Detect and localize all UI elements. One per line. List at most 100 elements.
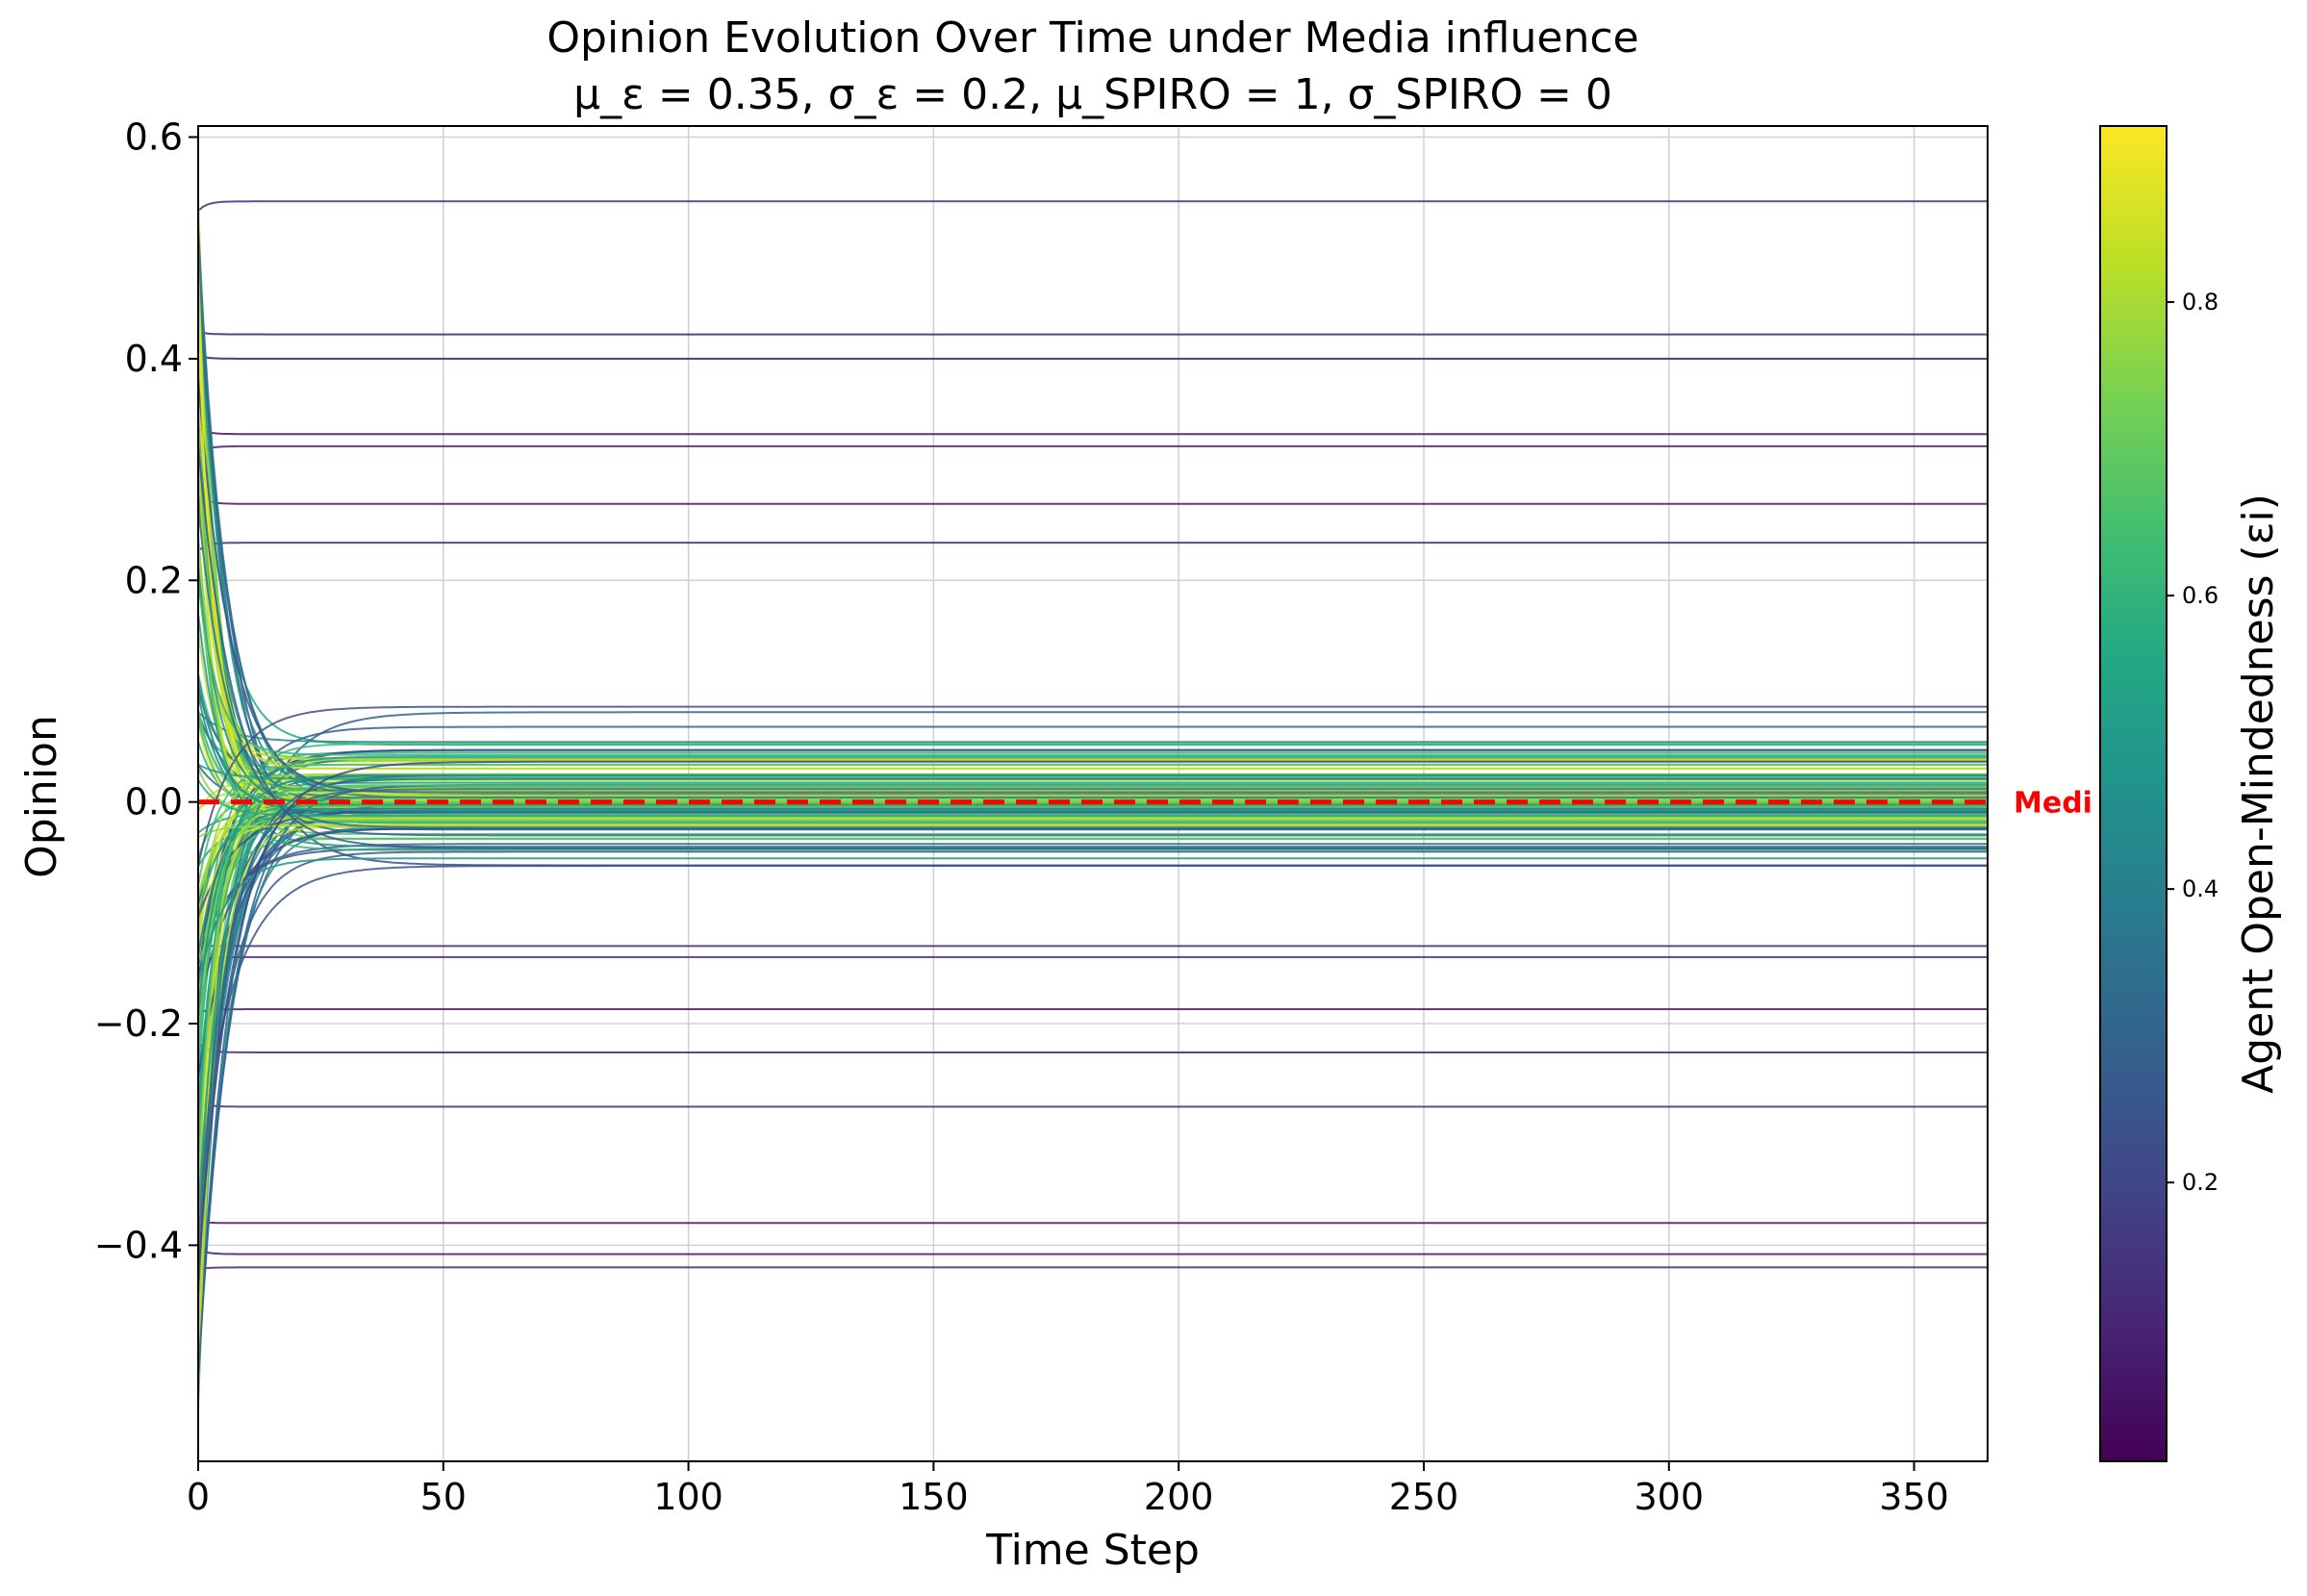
agent-trajectory — [198, 544, 1988, 835]
x-tick-label: 350 — [1879, 1476, 1949, 1518]
agent-trajectory — [198, 826, 1988, 1012]
agent-trajectory — [198, 811, 1988, 1217]
agent-trajectory — [198, 330, 1988, 336]
colorbar — [2099, 125, 2168, 1462]
agent-trajectory — [198, 424, 1988, 807]
agent-trajectory — [198, 506, 1988, 829]
agent-trajectory — [198, 817, 1988, 1184]
agent-trajectory — [198, 452, 1988, 760]
colorbar-ticks: 0.2 0.4 0.6 0.8 — [2167, 289, 2218, 1196]
agent-trajectory — [198, 711, 1988, 744]
agent-trajectory — [198, 800, 1988, 1037]
agent-trajectory — [198, 380, 1988, 796]
agent-trajectory — [198, 579, 1988, 761]
x-tick-label: 100 — [653, 1476, 723, 1518]
agent-trajectory — [198, 444, 1988, 849]
agent-trajectory — [198, 263, 1988, 808]
y-tick-label: 0.2 — [125, 559, 183, 601]
agent-trajectory — [198, 219, 1988, 803]
colorbar-tick-label: 0.8 — [2182, 289, 2218, 316]
agent-trajectory — [198, 711, 1988, 1234]
agent-trajectory — [198, 773, 1988, 1009]
agent-trajectory — [198, 800, 1988, 1254]
agent-trajectory — [198, 479, 1988, 824]
y-axis-label: Opinion — [17, 715, 66, 878]
agent-trajectory — [198, 405, 1988, 790]
colorbar-tick-label: 0.6 — [2182, 582, 2218, 609]
agent-trajectory — [198, 787, 1988, 1351]
agent-trajectory — [198, 802, 1988, 1143]
agent-trajectory — [198, 494, 1988, 505]
agent-trajectory — [198, 229, 1988, 831]
agent-trajectory — [198, 272, 1988, 806]
agent-trajectory — [198, 307, 1988, 795]
agent-trajectory — [198, 683, 1988, 815]
agent-trajectory — [198, 857, 1988, 984]
agent-trajectory — [198, 751, 1988, 1001]
agent-trajectory — [198, 843, 1988, 958]
agent-trajectory — [198, 781, 1988, 1074]
agent-trajectory — [198, 291, 1988, 811]
y-tick-label: 0.6 — [125, 116, 183, 159]
x-tick-label: 250 — [1389, 1476, 1459, 1518]
agent-trajectory — [198, 784, 1988, 1049]
y-tick-label: 0.0 — [125, 781, 183, 823]
x-axis-ticks: 0 50 100 150 200 250 300 350 — [187, 1461, 1949, 1518]
agent-trajectory — [198, 335, 1988, 808]
agent-trajectory — [198, 354, 1988, 360]
agent-trajectory — [198, 759, 1988, 1409]
agent-trajectory — [198, 290, 1988, 821]
agent-trajectory — [198, 763, 1988, 886]
agent-trajectory — [198, 779, 1988, 817]
agent-trajectory — [198, 363, 1988, 747]
agent-trajectory — [198, 1266, 1988, 1271]
agent-trajectory — [198, 568, 1988, 851]
agent-trajectory — [198, 803, 1988, 918]
agent-trajectory — [198, 580, 1988, 756]
colorbar-label: Agent Open-Mindedness (εi) — [2234, 494, 2283, 1094]
agent-trajectory — [198, 816, 1988, 1005]
agent-trajectory — [198, 807, 1988, 1259]
agent-trajectory — [198, 848, 1988, 975]
chart-title: Opinion Evolution Over Time under Media … — [546, 13, 1638, 63]
agent-trajectory — [198, 824, 1988, 839]
agent-trajectory — [198, 800, 1988, 1191]
agent-trajectory — [198, 705, 1988, 867]
agent-trajectory — [198, 763, 1988, 780]
agent-trajectory — [198, 275, 1988, 794]
agent-trajectory — [198, 865, 1988, 1166]
agent-trajectory — [198, 438, 1988, 804]
agent-trajectory — [198, 675, 1988, 812]
y-axis-ticks: −0.4 −0.2 0.0 0.2 0.4 0.6 — [94, 116, 198, 1266]
agent-trajectory — [198, 757, 1988, 1307]
agent-trajectory — [198, 543, 1988, 808]
agent-trajectory — [198, 228, 1988, 794]
y-tick-label: −0.2 — [94, 1002, 183, 1045]
agent-trajectory — [198, 824, 1988, 1381]
agent-trajectory — [198, 795, 1988, 1196]
agent-trajectory — [198, 748, 1988, 966]
agent-trajectory — [198, 1008, 1988, 1015]
agent-trajectory — [198, 796, 1988, 1317]
agent-trajectory — [198, 413, 1988, 794]
agent-trajectory — [198, 827, 1988, 1308]
agent-trajectory — [198, 944, 1988, 948]
y-tick-label: −0.4 — [94, 1224, 183, 1266]
agent-trajectory — [198, 200, 1988, 213]
agent-trajectory — [198, 796, 1988, 1215]
agent-trajectory — [198, 825, 1988, 1383]
x-tick-label: 300 — [1635, 1476, 1705, 1518]
x-tick-label: 0 — [187, 1476, 210, 1518]
chart-subtitle: μ_ε = 0.35, σ_ε = 0.2, μ_SPIRO = 1, σ_SP… — [573, 70, 1612, 119]
agent-trajectory — [198, 231, 1988, 806]
agent-trajectory — [198, 463, 1988, 767]
plot-frame — [197, 125, 1989, 1462]
agent-trajectory — [198, 321, 1988, 806]
agent-trajectory — [198, 313, 1988, 807]
x-tick-label: 50 — [420, 1476, 467, 1518]
agent-trajectory — [198, 799, 1988, 1006]
agent-trajectory — [198, 955, 1988, 964]
agent-trajectory — [198, 542, 1988, 552]
agent-trajectory — [198, 444, 1988, 455]
